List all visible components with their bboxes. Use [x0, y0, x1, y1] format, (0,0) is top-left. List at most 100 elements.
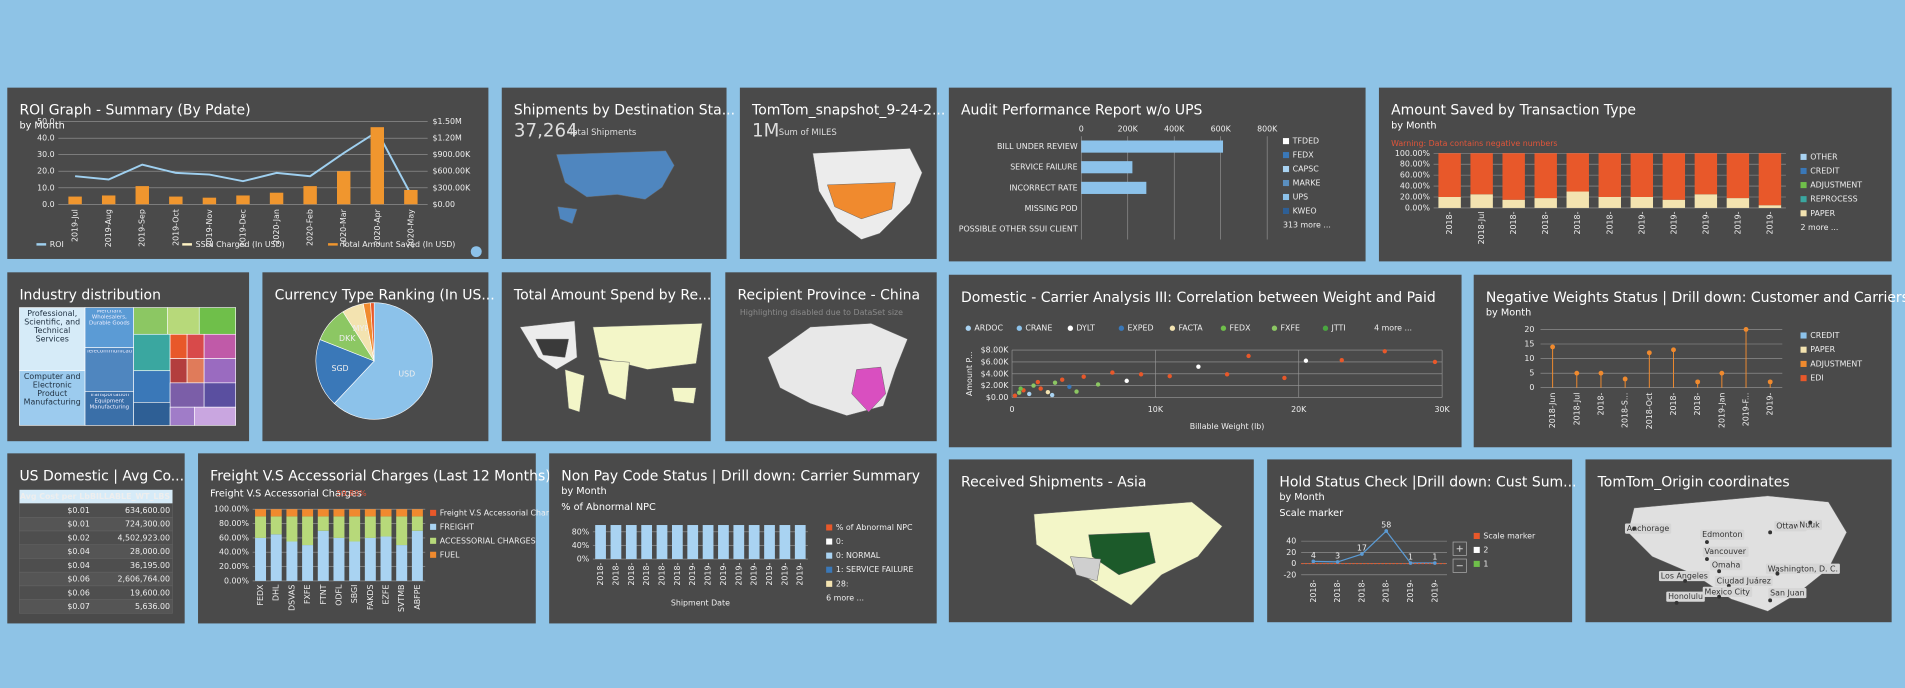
- dot: [1598, 370, 1604, 376]
- table-cell: $0.02: [67, 533, 90, 542]
- place-label: Vancouver: [1705, 547, 1747, 556]
- place-marker: [1808, 520, 1813, 525]
- x-tick-label: 800K: [1257, 124, 1278, 133]
- legend-label: EXPED: [1127, 324, 1153, 333]
- x-tick-label: 0: [1010, 405, 1015, 414]
- x-tick-label: 2019-: [780, 563, 789, 586]
- legend-label: ADJUSTMENT: [1810, 359, 1862, 368]
- bar-segment: [656, 525, 668, 560]
- dot: [1311, 559, 1316, 564]
- bar: [1081, 161, 1133, 174]
- table-cell: $0.01: [67, 520, 90, 529]
- x-tick-label: ODFL: [334, 584, 343, 606]
- table-cell: 634,600.00: [125, 506, 170, 515]
- category-label: INCORRECT RATE: [1009, 183, 1077, 192]
- table-cell: $0.06: [67, 588, 90, 597]
- place-label: Omaha: [1712, 561, 1741, 570]
- bar-segment: [302, 509, 314, 517]
- panel-title: Shipments by Destination Sta...: [514, 103, 735, 119]
- y-tick-label: $300.00K: [433, 183, 472, 192]
- x-tick-label: 2018-: [1509, 211, 1518, 234]
- legend-label: 313 more ...: [1283, 220, 1331, 229]
- x-tick-label: 2018-Jul: [1477, 212, 1486, 245]
- x-tick-label: 2018-: [1605, 211, 1614, 234]
- bar-segment: [411, 530, 423, 581]
- panel-title: Audit Performance Report w/o UPS: [961, 103, 1203, 119]
- slice-label: SGD: [331, 364, 348, 373]
- y-tick-label: $1.20M: [433, 134, 463, 143]
- legend-swatch: [1271, 325, 1278, 331]
- table-cell: 28,000.00: [130, 547, 170, 556]
- legend-label: ACCESSORIAL CHARGES: [440, 536, 536, 545]
- legend-label: CREDIT: [1810, 166, 1839, 175]
- column-header: Avg Cost per Lb: [20, 492, 90, 501]
- y-tick-label: 15: [1524, 340, 1534, 349]
- x-tick-label: 2018-S...: [1621, 393, 1630, 428]
- place-label-bg: [1714, 575, 1773, 587]
- subtitle: % of Abnormal NPC: [561, 502, 656, 513]
- legend-label: FACTA: [1178, 324, 1203, 333]
- legend-swatch: [1169, 325, 1176, 331]
- panel-title: Freight V.S Accessorial Charges (Last 12…: [210, 468, 551, 484]
- bar-segment: [317, 509, 329, 517]
- legend-label: SSUI Charged (In USD): [196, 240, 285, 249]
- legend-swatch: [1016, 325, 1022, 331]
- y-tick-label: 80.00%: [219, 519, 250, 528]
- dot: [1408, 561, 1413, 565]
- map-shape: [1088, 532, 1156, 576]
- y-tick-label: 100.00%: [214, 505, 250, 514]
- legend-swatch: [1282, 193, 1290, 201]
- panel-title: Negative Weights Status | Drill down: Cu…: [1486, 290, 1905, 306]
- point: [1035, 379, 1041, 385]
- x-tick-label: 2019-Jul: [71, 209, 80, 242]
- x-tick-label: FAKDS: [366, 585, 375, 610]
- bar-segment: [333, 509, 345, 517]
- bar-segment: [1438, 196, 1461, 208]
- bar: [269, 192, 284, 205]
- x-tick-label: 2018-: [1382, 580, 1391, 603]
- legend-label: 1: [1483, 559, 1488, 568]
- x-tick-label: 20K: [1291, 405, 1307, 414]
- line: [1313, 530, 1435, 564]
- point: [1339, 357, 1344, 363]
- x-tick-label: 2018-: [611, 563, 620, 586]
- bar-segment: [1566, 153, 1589, 192]
- table-cell: $0.06: [67, 575, 90, 584]
- place-label: San Juan: [1770, 589, 1804, 598]
- place-label-bg: [1700, 529, 1745, 540]
- icon-button: [470, 246, 482, 258]
- table-cell: $0.01: [67, 506, 90, 515]
- point: [1167, 373, 1172, 379]
- bar-segment: [302, 516, 314, 546]
- place-marker: [1674, 600, 1679, 605]
- y-tick-label: 60.00%: [1400, 171, 1431, 180]
- place-label-bg: [1702, 586, 1753, 597]
- panel: [948, 87, 1366, 262]
- legend-swatch: [1473, 546, 1480, 553]
- x-tick-label: 2019-: [688, 563, 697, 586]
- point: [1095, 382, 1101, 387]
- legend-swatch: [1322, 325, 1329, 331]
- dot: [1695, 379, 1701, 385]
- legend-label: FREIGHT: [440, 522, 474, 531]
- category-label: MISSING POD: [1025, 204, 1078, 213]
- bar: [202, 197, 217, 205]
- legend-label: Total Amount Saved (In USD): [340, 240, 455, 249]
- legend-swatch: [1800, 167, 1807, 175]
- x-tick-label: 2019-Oct: [171, 209, 180, 246]
- treemap-label: Telecommunications: [86, 350, 133, 355]
- legend-swatch: [826, 524, 833, 531]
- x-tick-label: 2019-: [704, 563, 713, 586]
- y-tick-label: 5: [1529, 369, 1534, 378]
- legend-label: 6 more ...: [826, 593, 864, 602]
- treemap-label: Computer and Electronic Product Manufact…: [23, 373, 81, 408]
- legend-label: UPS: [1293, 192, 1309, 201]
- bar-segment: [1534, 198, 1557, 208]
- slice-label: USD: [398, 369, 415, 378]
- bar-segment: [380, 536, 392, 581]
- bar-segment: [270, 516, 282, 535]
- legend-label: CRANE: [1025, 324, 1052, 333]
- y-tick-label: 20.0: [37, 167, 55, 176]
- slice-label: MYR: [353, 324, 371, 333]
